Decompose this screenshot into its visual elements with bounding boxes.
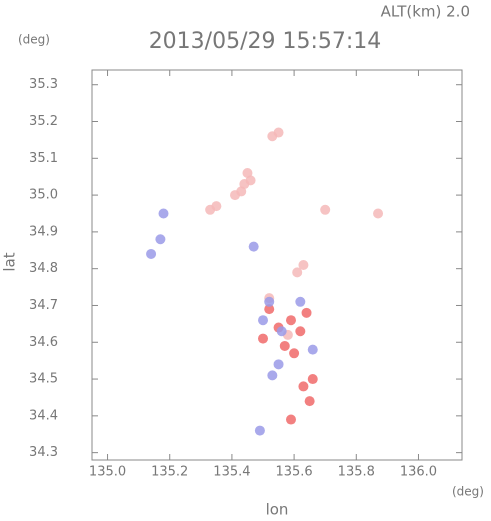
y-tick-label: 34.7 [29, 298, 58, 313]
point [276, 326, 287, 337]
point [298, 381, 309, 392]
x-tick-label: 135.0 [89, 465, 126, 480]
x-tick-label: 135.4 [213, 465, 250, 480]
point [307, 374, 318, 385]
point [258, 333, 269, 344]
point [292, 267, 303, 278]
x-tick-label: 135.2 [151, 465, 188, 480]
point [307, 344, 318, 355]
point [320, 204, 331, 215]
point [258, 315, 269, 326]
point [264, 304, 275, 315]
point [273, 127, 284, 138]
subtitle: ALT(km) 2.0 [381, 3, 470, 21]
y-unit: (deg) [18, 33, 50, 47]
y-tick-label: 34.5 [29, 372, 58, 387]
point [285, 414, 296, 425]
point [242, 168, 253, 179]
point [158, 208, 169, 219]
point [295, 326, 306, 337]
plot-frame [91, 69, 463, 461]
y-tick-label: 34.6 [29, 335, 58, 350]
point [254, 425, 265, 436]
x-tick-label: 135.6 [275, 465, 312, 480]
x-unit: (deg) [452, 485, 484, 499]
point [289, 348, 300, 359]
point [155, 234, 166, 245]
point [248, 241, 259, 252]
y-tick-label: 35.2 [29, 114, 58, 129]
y-tick-label: 34.8 [29, 261, 58, 276]
y-tick-label: 34.9 [29, 224, 58, 239]
x-axis-label: lon [266, 501, 289, 519]
point [298, 260, 309, 270]
chart-title: 2013/05/29 15:57:14 [149, 29, 382, 54]
point [146, 248, 157, 259]
point [279, 340, 290, 351]
point [285, 315, 296, 326]
y-tick-label: 35.1 [29, 151, 58, 166]
y-tick-label: 34.3 [29, 445, 58, 460]
point [264, 296, 275, 307]
point [301, 307, 312, 318]
y-tick-label: 35.0 [29, 188, 58, 203]
y-tick-label: 34.4 [29, 408, 58, 423]
point [273, 359, 284, 370]
y-axis-label: lat [1, 252, 19, 271]
point [267, 370, 278, 381]
point [295, 296, 306, 307]
point [373, 208, 384, 219]
y-tick-label: 35.3 [29, 77, 58, 92]
point [304, 396, 315, 407]
x-tick-label: 136.0 [400, 465, 437, 480]
point [230, 190, 241, 201]
x-tick-label: 135.8 [338, 465, 375, 480]
point [205, 204, 216, 215]
